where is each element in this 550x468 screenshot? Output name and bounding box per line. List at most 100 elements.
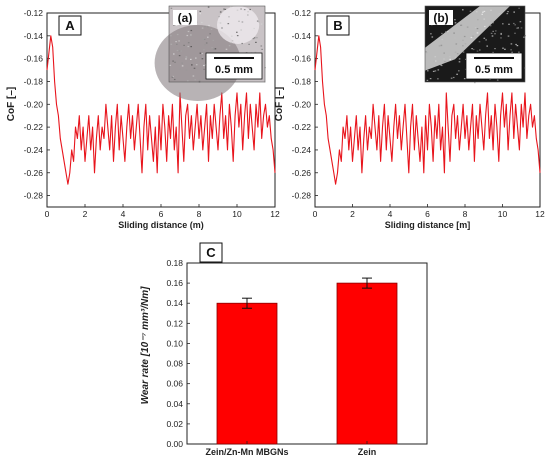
- micrograph-grain: [260, 45, 263, 47]
- micrograph-grain: [466, 26, 469, 28]
- micrograph-grain: [472, 48, 475, 51]
- micrograph-grain: [490, 9, 492, 11]
- micrograph-grain: [502, 47, 504, 49]
- micrograph-grain: [498, 13, 501, 15]
- y-tick-label: -0.28: [292, 191, 312, 201]
- micrograph-grain: [190, 58, 192, 60]
- micrograph-grain: [497, 14, 500, 16]
- micrograph-grain: [236, 35, 239, 37]
- micrograph-grain: [483, 10, 486, 12]
- y-tick-label: -0.18: [292, 76, 312, 86]
- micrograph-grain: [190, 29, 193, 32]
- micrograph-grain: [441, 32, 443, 35]
- micrograph-grain: [490, 32, 493, 34]
- y-tick-label: 0.02: [166, 419, 183, 429]
- micrograph-grain: [191, 64, 193, 66]
- micrograph-grain: [443, 58, 445, 60]
- micrograph-grain: [180, 50, 182, 52]
- micrograph-grain: [500, 32, 502, 35]
- micrograph-grain: [223, 8, 225, 10]
- y-tick-label: -0.26: [24, 168, 44, 178]
- micrograph-grain: [434, 56, 437, 58]
- micrograph-grain: [484, 9, 487, 11]
- inset-label-bg: [429, 10, 453, 25]
- micrograph-grain: [434, 60, 437, 62]
- x-tick-label: 12: [270, 209, 280, 219]
- micrograph-grain: [437, 69, 440, 71]
- micrograph-inset: (b) 0.5 mm: [424, 5, 527, 84]
- micrograph-grain: [472, 35, 474, 37]
- micrograph-grain: [456, 53, 459, 55]
- micrograph-grain: [510, 43, 513, 45]
- micrograph-grain: [484, 25, 486, 28]
- micrograph-grain: [175, 41, 177, 43]
- micrograph-grain: [518, 7, 520, 9]
- micrograph-grain: [178, 40, 180, 42]
- micrograph-grain: [236, 31, 238, 33]
- micrograph-grain: [171, 76, 174, 78]
- micrograph-grain: [453, 32, 455, 34]
- micrograph-grain: [176, 43, 178, 45]
- micrograph-grain: [431, 36, 434, 38]
- micrograph-grain: [455, 43, 458, 45]
- y-tick-label: -0.14: [292, 31, 312, 41]
- micrograph-grain: [475, 11, 478, 13]
- micrograph-grain: [185, 58, 187, 60]
- scale-bar-label: 0.5 mm: [215, 64, 253, 76]
- panel-letter: A: [65, 18, 75, 33]
- micrograph-grain: [519, 21, 522, 23]
- micrograph-grain: [474, 27, 477, 29]
- micrograph-grain: [228, 16, 230, 18]
- y-tick-label: 0.00: [166, 439, 183, 449]
- micrograph-grain: [462, 9, 464, 11]
- micrograph-border: [424, 5, 526, 83]
- y-tick-label: -0.12: [24, 8, 44, 18]
- y-tick-label: -0.20: [24, 99, 44, 109]
- micrograph-grain: [214, 48, 217, 50]
- micrograph-grain: [255, 41, 257, 43]
- micrograph-grain: [185, 56, 187, 58]
- micrograph-grain: [187, 45, 190, 48]
- micrograph-grain: [240, 8, 242, 10]
- scale-bar-label: 0.5 mm: [475, 64, 513, 76]
- micrograph-grain: [254, 51, 257, 53]
- micrograph-grain: [477, 19, 479, 21]
- micrograph-grain: [462, 45, 464, 47]
- micrograph-grain: [430, 33, 432, 35]
- micrograph-grain: [462, 39, 464, 41]
- micrograph-grain: [507, 35, 510, 37]
- micrograph-grain: [450, 77, 453, 79]
- micrograph-grain: [207, 26, 209, 28]
- cof-series-line: [46, 35, 276, 185]
- micrograph-grain: [444, 61, 446, 63]
- micrograph-grain: [491, 35, 494, 37]
- micrograph-grain: [507, 11, 509, 13]
- micrograph-grain: [500, 33, 502, 35]
- micrograph-grain: [478, 41, 481, 43]
- micrograph-grain: [434, 70, 437, 72]
- micrograph-grain: [469, 10, 472, 12]
- micrograph-grain: [494, 48, 496, 50]
- micrograph-grain: [514, 24, 516, 26]
- micrograph-grain: [178, 50, 181, 52]
- micrograph-grain: [490, 20, 492, 22]
- x-tick-label: 8: [463, 209, 468, 219]
- micrograph-grain: [256, 37, 258, 39]
- micrograph-grain: [211, 47, 213, 49]
- y-tick-label: 0.06: [166, 379, 183, 389]
- micrograph-grain: [190, 34, 192, 36]
- micrograph-grain: [248, 51, 250, 53]
- micrograph-grain: [504, 48, 506, 50]
- x-tick-label: Zein/Zn-Mn MBGNs: [206, 447, 289, 457]
- micrograph-grain: [217, 22, 220, 24]
- micrograph-grain: [247, 14, 249, 16]
- bar-chart-c: 0.00 0.02 0.04 0.06 0.08 0.10 0.12 0.14 0.16 0.18…: [140, 242, 428, 457]
- micrograph-grain: [170, 35, 172, 37]
- micrograph-inset: (a) 0.5 mm: [154, 5, 266, 101]
- y-tick-label: -0.24: [292, 145, 312, 155]
- micrograph-grain: [199, 52, 202, 54]
- micrograph-grain: [176, 49, 179, 52]
- micrograph-grain: [425, 51, 427, 53]
- micrograph-grain: [219, 11, 222, 13]
- micrograph-grain: [256, 20, 259, 22]
